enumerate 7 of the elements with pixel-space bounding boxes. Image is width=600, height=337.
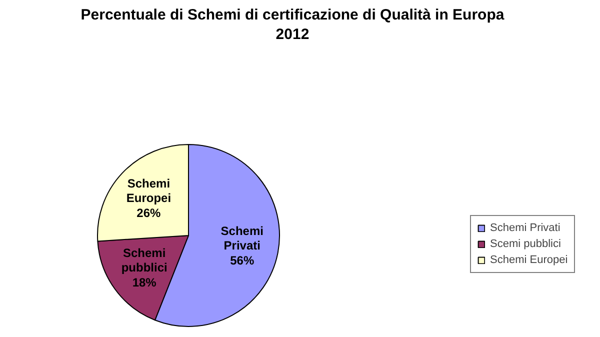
data-label: Schemi Privati 56%: [220, 224, 264, 268]
data-label: Schemi pubblici 18%: [121, 246, 168, 290]
chart-title: Percentuale di Schemi di certificazione di Qualità in Europa 2012: [80, 6, 505, 44]
data-label: Schemi Europei 26%: [126, 176, 172, 220]
legend-label: Schemi Privati: [490, 222, 560, 234]
legend-label: Scemi pubblici: [490, 238, 561, 250]
legend-label: Schemi Europei: [490, 254, 568, 266]
